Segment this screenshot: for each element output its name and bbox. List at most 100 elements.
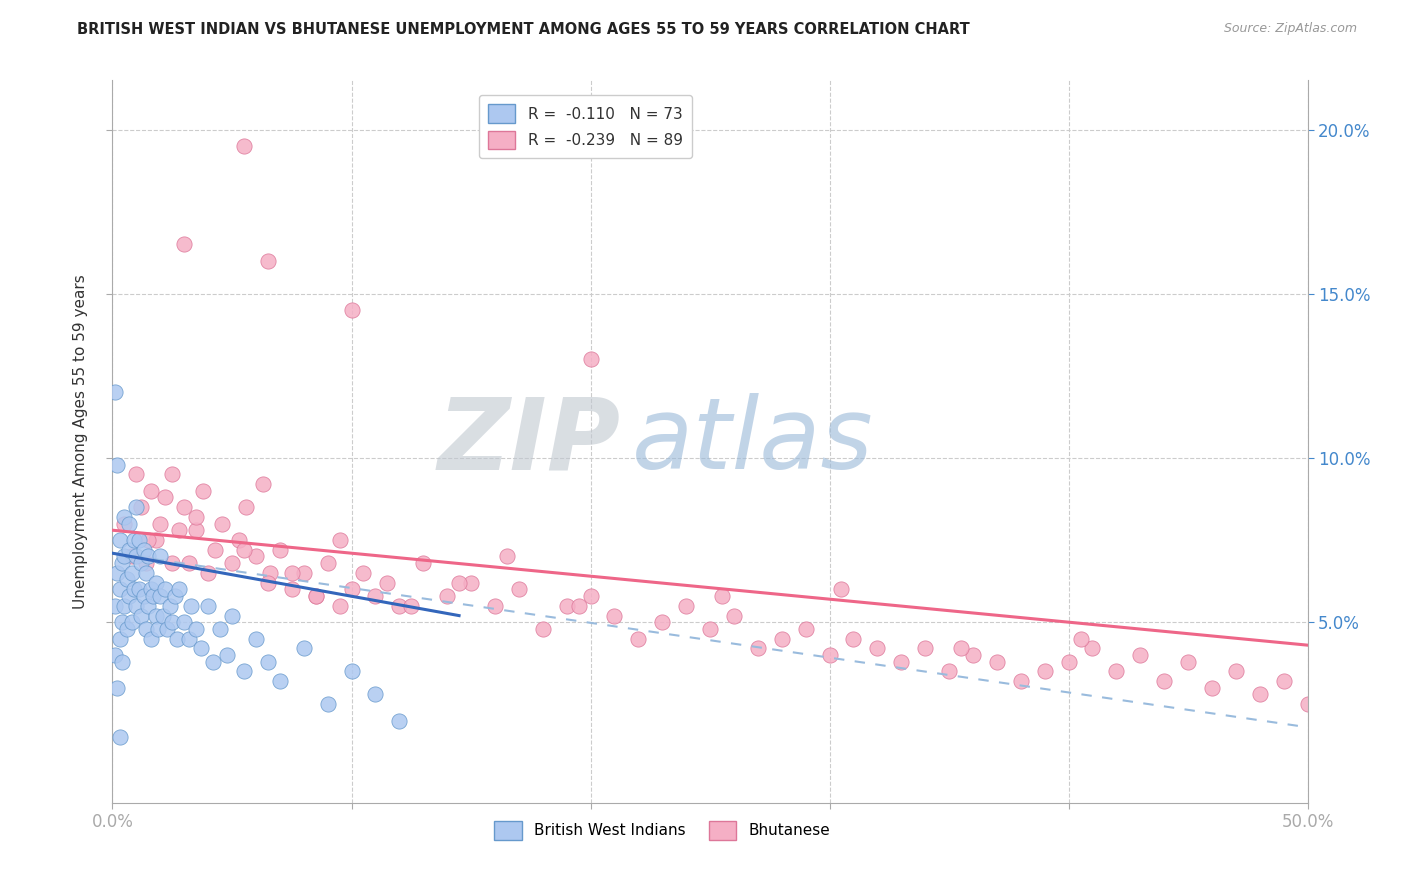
- Point: [603, 608, 626, 623]
- Point: [531, 622, 554, 636]
- Point: [245, 549, 267, 564]
- Text: Source: ZipAtlas.com: Source: ZipAtlas.com: [1223, 22, 1357, 36]
- Point: [723, 608, 745, 623]
- Point: [125, 467, 148, 482]
- Point: [128, 533, 150, 547]
- Point: [156, 622, 179, 636]
- Point: [104, 599, 127, 613]
- Point: [135, 556, 157, 570]
- Point: [111, 615, 134, 630]
- Point: [118, 589, 141, 603]
- Point: [340, 303, 363, 318]
- Point: [1225, 665, 1247, 679]
- Point: [292, 641, 315, 656]
- Point: [1153, 674, 1175, 689]
- Point: [1033, 665, 1056, 679]
- Point: [153, 582, 176, 597]
- Point: [186, 510, 208, 524]
- Point: [159, 599, 181, 613]
- Point: [132, 589, 155, 603]
- Text: ZIP: ZIP: [437, 393, 620, 490]
- Point: [388, 599, 411, 613]
- Point: [114, 516, 135, 531]
- Point: [108, 533, 131, 547]
- Point: [162, 615, 183, 630]
- Point: [111, 655, 134, 669]
- Point: [118, 516, 141, 531]
- Point: [139, 483, 162, 498]
- Point: [114, 599, 135, 613]
- Point: [121, 615, 143, 630]
- Legend: British West Indians, Bhutanese: British West Indians, Bhutanese: [488, 815, 837, 846]
- Point: [108, 730, 131, 744]
- Point: [555, 599, 578, 613]
- Point: [257, 655, 280, 669]
- Point: [329, 599, 352, 613]
- Point: [135, 566, 157, 580]
- Point: [579, 352, 602, 367]
- Point: [114, 549, 135, 564]
- Point: [125, 599, 148, 613]
- Point: [269, 674, 291, 689]
- Point: [675, 599, 697, 613]
- Point: [281, 582, 304, 597]
- Point: [627, 632, 650, 646]
- Point: [138, 533, 160, 547]
- Point: [197, 566, 219, 580]
- Point: [747, 641, 769, 656]
- Point: [145, 533, 167, 547]
- Point: [108, 582, 131, 597]
- Point: [447, 575, 470, 590]
- Point: [245, 632, 267, 646]
- Point: [257, 253, 280, 268]
- Point: [129, 500, 152, 515]
- Point: [122, 533, 145, 547]
- Point: [221, 556, 243, 570]
- Point: [129, 608, 152, 623]
- Point: [257, 575, 280, 590]
- Point: [1177, 655, 1199, 669]
- Point: [221, 608, 243, 623]
- Point: [252, 477, 274, 491]
- Point: [122, 582, 145, 597]
- Point: [233, 542, 256, 557]
- Point: [938, 665, 960, 679]
- Point: [204, 542, 226, 557]
- Point: [132, 542, 155, 557]
- Point: [496, 549, 519, 564]
- Point: [794, 622, 817, 636]
- Point: [269, 542, 291, 557]
- Point: [162, 467, 183, 482]
- Point: [377, 575, 399, 590]
- Point: [149, 549, 172, 564]
- Point: [142, 589, 165, 603]
- Point: [105, 566, 128, 580]
- Point: [104, 385, 127, 400]
- Point: [305, 589, 328, 603]
- Point: [316, 698, 339, 712]
- Point: [292, 566, 315, 580]
- Point: [1010, 674, 1032, 689]
- Point: [340, 665, 363, 679]
- Point: [162, 556, 183, 570]
- Point: [950, 641, 973, 656]
- Point: [146, 622, 169, 636]
- Point: [1272, 674, 1295, 689]
- Point: [818, 648, 841, 662]
- Point: [235, 500, 257, 515]
- Point: [388, 714, 411, 728]
- Point: [201, 655, 224, 669]
- Y-axis label: Unemployment Among Ages 55 to 59 years: Unemployment Among Ages 55 to 59 years: [73, 274, 89, 609]
- Point: [173, 500, 195, 515]
- Point: [831, 582, 853, 597]
- Point: [145, 575, 167, 590]
- Point: [460, 575, 482, 590]
- Point: [228, 533, 250, 547]
- Point: [138, 599, 160, 613]
- Point: [125, 549, 148, 564]
- Point: [166, 632, 188, 646]
- Point: [121, 566, 143, 580]
- Point: [579, 589, 602, 603]
- Point: [111, 556, 134, 570]
- Point: [770, 632, 793, 646]
